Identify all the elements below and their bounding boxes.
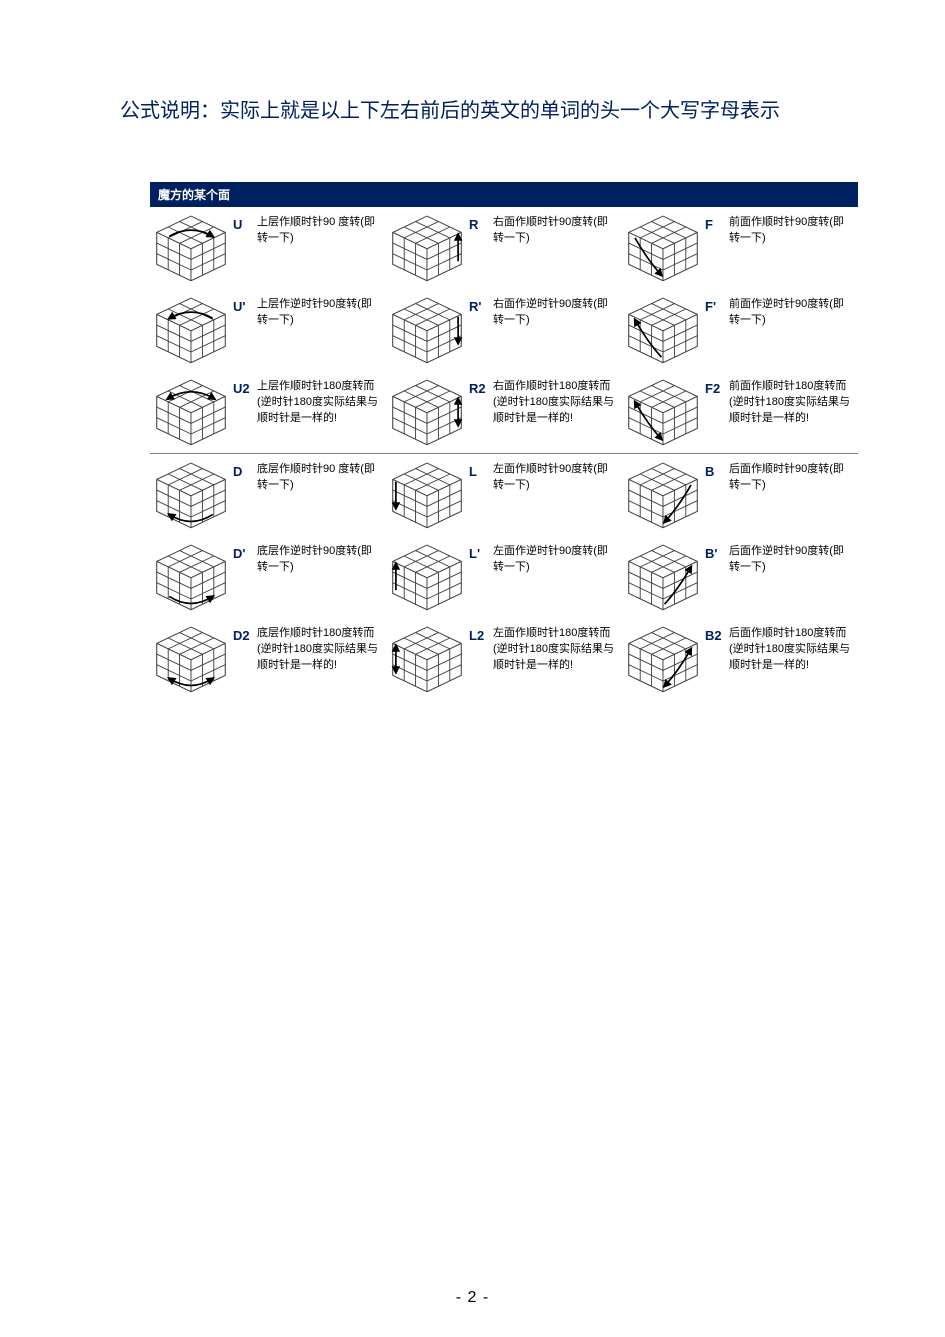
notation-row: D2底层作顺时针180度转而(逆时针180度实际结果与顺时针是一样的! L2左面…	[150, 618, 858, 700]
notation-symbol: F'	[702, 295, 729, 314]
notation-row: D'底层作逆时针90度转(即转一下) L'左面作逆时针90度转(即转一下)	[150, 536, 858, 618]
notation-cell: D2底层作顺时针180度转而(逆时针180度实际结果与顺时针是一样的!	[150, 618, 386, 700]
cube-icon	[152, 542, 230, 612]
notation-symbol: B	[702, 460, 729, 479]
notation-symbol: D	[230, 460, 257, 479]
notation-description: 右面作逆时针90度转(即转一下)	[493, 295, 620, 329]
notation-cell: R'右面作逆时针90度转(即转一下)	[386, 289, 622, 371]
notation-symbol: U'	[230, 295, 257, 314]
cube-icon	[388, 295, 466, 365]
intro-text: 公式说明：实际上就是以上下左右前后的英文的单词的头一个大写字母表示	[80, 90, 865, 132]
notation-symbol: R2	[466, 377, 493, 396]
cube-icon	[388, 624, 466, 694]
chart-header: 魔方的某个面	[150, 182, 858, 207]
notation-description: 左面作逆时针90度转(即转一下)	[493, 542, 620, 576]
cube-icon	[152, 295, 230, 365]
notation-description: 前面作顺时针90度转(即转一下)	[729, 213, 856, 247]
notation-cell: L2左面作顺时针180度转而(逆时针180度实际结果与顺时针是一样的!	[386, 618, 622, 700]
notation-description: 左面作顺时针180度转而(逆时针180度实际结果与顺时针是一样的!	[493, 624, 620, 674]
notation-row: D底层作顺时针90 度转(即转一下) L左面作顺时针90度转(即转一下)	[150, 454, 858, 536]
cube-icon	[624, 213, 702, 283]
notation-description: 底层作顺时针180度转而(逆时针180度实际结果与顺时针是一样的!	[257, 624, 384, 674]
cube-icon	[388, 542, 466, 612]
notation-symbol: L'	[466, 542, 493, 561]
notation-symbol: U2	[230, 377, 257, 396]
notation-symbol: D'	[230, 542, 257, 561]
notation-section: D底层作顺时针90 度转(即转一下) L左面作顺时针90度转(即转一下)	[150, 454, 858, 700]
notation-cell: U'上层作逆时针90度转(即转一下)	[150, 289, 386, 371]
page-number: - 2 -	[0, 1289, 945, 1307]
cube-icon	[624, 542, 702, 612]
notation-symbol: B2	[702, 624, 729, 643]
notation-description: 底层作顺时针90 度转(即转一下)	[257, 460, 384, 494]
cube-icon	[152, 213, 230, 283]
notation-symbol: B'	[702, 542, 729, 561]
notation-symbol: L	[466, 460, 493, 479]
cube-icon	[388, 213, 466, 283]
notation-cell: F'前面作逆时针90度转(即转一下)	[622, 289, 858, 371]
notation-cell: L'左面作逆时针90度转(即转一下)	[386, 536, 622, 618]
notation-row: U上层作顺时针90 度转(即转一下) R右面作顺时针90度转(即转一下)	[150, 207, 858, 289]
notation-description: 后面作逆时针90度转(即转一下)	[729, 542, 856, 576]
notation-description: 前面作顺时针180度转而(逆时针180度实际结果与顺时针是一样的!	[729, 377, 856, 427]
notation-cell: R2右面作顺时针180度转而(逆时针180度实际结果与顺时针是一样的!	[386, 371, 622, 453]
notation-symbol: U	[230, 213, 257, 232]
notation-cell: R右面作顺时针90度转(即转一下)	[386, 207, 622, 289]
notation-row: U'上层作逆时针90度转(即转一下) R'右面作逆时针90度转(即转一下)	[150, 289, 858, 371]
cube-icon	[388, 377, 466, 447]
notation-description: 左面作顺时针90度转(即转一下)	[493, 460, 620, 494]
cube-icon	[624, 460, 702, 530]
notation-cell: B2后面作顺时针180度转而(逆时针180度实际结果与顺时针是一样的!	[622, 618, 858, 700]
cube-icon	[624, 624, 702, 694]
notation-cell: B'后面作逆时针90度转(即转一下)	[622, 536, 858, 618]
notation-symbol: F2	[702, 377, 729, 396]
notation-cell: B后面作顺时针90度转(即转一下)	[622, 454, 858, 536]
notation-description: 后面作顺时针90度转(即转一下)	[729, 460, 856, 494]
notation-symbol: R'	[466, 295, 493, 314]
notation-symbol: L2	[466, 624, 493, 643]
notation-description: 前面作逆时针90度转(即转一下)	[729, 295, 856, 329]
notation-row: U2上层作顺时针180度转而(逆时针180度实际结果与顺时针是一样的! R2右面…	[150, 371, 858, 453]
notation-description: 底层作逆时针90度转(即转一下)	[257, 542, 384, 576]
notation-section: U上层作顺时针90 度转(即转一下) R右面作顺时针90度转(即转一下)	[150, 207, 858, 454]
cube-icon	[624, 377, 702, 447]
notation-description: 上层作顺时针90 度转(即转一下)	[257, 213, 384, 247]
cube-icon	[624, 295, 702, 365]
cube-icon	[152, 624, 230, 694]
notation-chart: 魔方的某个面 U上层作顺时针90 度转(即转一下)	[150, 182, 858, 700]
notation-symbol: F	[702, 213, 729, 232]
notation-cell: L左面作顺时针90度转(即转一下)	[386, 454, 622, 536]
notation-cell: U上层作顺时针90 度转(即转一下)	[150, 207, 386, 289]
cube-icon	[152, 460, 230, 530]
notation-description: 右面作顺时针90度转(即转一下)	[493, 213, 620, 247]
notation-cell: D底层作顺时针90 度转(即转一下)	[150, 454, 386, 536]
notation-description: 上层作逆时针90度转(即转一下)	[257, 295, 384, 329]
notation-description: 后面作顺时针180度转而(逆时针180度实际结果与顺时针是一样的!	[729, 624, 856, 674]
notation-cell: D'底层作逆时针90度转(即转一下)	[150, 536, 386, 618]
notation-description: 上层作顺时针180度转而(逆时针180度实际结果与顺时针是一样的!	[257, 377, 384, 427]
notation-symbol: D2	[230, 624, 257, 643]
cube-icon	[152, 377, 230, 447]
notation-cell: U2上层作顺时针180度转而(逆时针180度实际结果与顺时针是一样的!	[150, 371, 386, 453]
notation-cell: F2前面作顺时针180度转而(逆时针180度实际结果与顺时针是一样的!	[622, 371, 858, 453]
notation-description: 右面作顺时针180度转而(逆时针180度实际结果与顺时针是一样的!	[493, 377, 620, 427]
notation-symbol: R	[466, 213, 493, 232]
cube-icon	[388, 460, 466, 530]
notation-cell: F前面作顺时针90度转(即转一下)	[622, 207, 858, 289]
